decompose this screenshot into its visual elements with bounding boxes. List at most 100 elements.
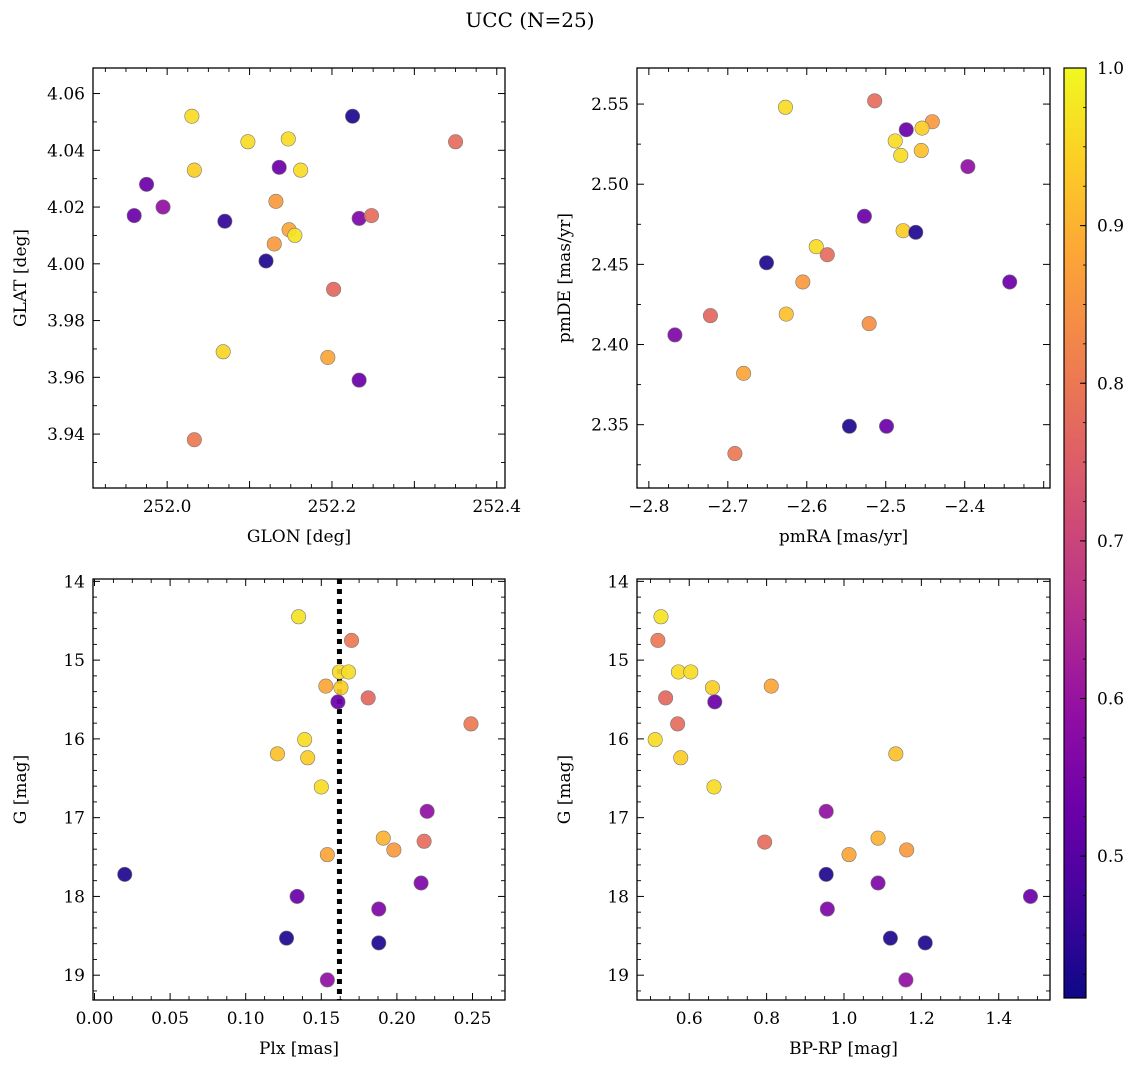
data-point: [215, 344, 231, 360]
y-tick-label: 14: [63, 572, 85, 592]
data-point: [673, 750, 689, 766]
x-axis-label: GLON [deg]: [247, 527, 351, 547]
y-tick-label: 3.94: [47, 425, 85, 445]
data-point: [841, 847, 857, 863]
colorbar-tick-label: 0.5: [1097, 847, 1124, 867]
y-tick-label: 15: [607, 651, 629, 671]
data-point: [463, 716, 479, 732]
data-point: [371, 901, 387, 917]
y-tick-label: 4.00: [47, 255, 85, 275]
x-tick-label: 0.15: [302, 1009, 340, 1029]
panel-bprp-g: 0.6 0.8 1.0 1.2 1.4 14 15 16 17 18 19 BP-RP [mag] G …: [555, 572, 1051, 1059]
x-tick-label: 0.05: [151, 1009, 189, 1029]
data-point: [778, 306, 794, 322]
colorbar-tick-label: 0.9: [1097, 217, 1124, 237]
data-point: [186, 162, 202, 178]
data-point: [898, 972, 914, 988]
data-point: [917, 935, 933, 951]
data-point: [266, 236, 282, 252]
x-tick-label: 252.0: [143, 497, 192, 517]
data-point: [271, 159, 287, 175]
axes-frame: [636, 578, 1051, 1001]
data-point: [341, 664, 357, 680]
data-point: [706, 779, 722, 795]
data-point: [287, 227, 303, 243]
x-tick-label: 252.2: [308, 497, 357, 517]
panel-pmra-pmde: −2.8 −2.7 −2.6 −2.5 −2.4 2.35 2.40 2.45 2.50 2.55…: [555, 67, 1051, 547]
data-point: [727, 446, 743, 462]
data-point: [280, 131, 296, 147]
x-axis-label: Plx [mas]: [259, 1039, 339, 1059]
data-point: [887, 133, 903, 149]
y-tick-label: 4.06: [47, 85, 85, 105]
y-tick-label: 14: [607, 572, 629, 592]
data-point: [297, 732, 313, 748]
y-tick-label: 17: [63, 809, 85, 829]
data-point: [345, 108, 361, 124]
data-point: [279, 930, 295, 946]
data-point: [795, 274, 811, 290]
data-point: [289, 888, 305, 904]
data-point: [763, 678, 779, 694]
data-point: [268, 193, 284, 209]
y-axis-label: G [mag]: [11, 755, 31, 824]
data-point: [653, 609, 669, 625]
data-point: [313, 779, 329, 795]
axes-frame: [92, 578, 506, 1001]
data-point: [707, 694, 723, 710]
data-point: [736, 365, 752, 381]
data-point: [683, 664, 699, 680]
data-point: [330, 694, 346, 710]
y-tick-label: 16: [607, 730, 629, 750]
data-point: [293, 162, 309, 178]
colorbar-gradient: [1063, 67, 1087, 999]
y-axis-label: pmDE [mas/yr]: [555, 213, 575, 343]
data-point: [413, 875, 429, 891]
x-tick-label: 252.4: [472, 497, 521, 517]
data-point: [375, 830, 391, 846]
data-point: [117, 866, 133, 882]
y-tick-label: 16: [63, 730, 85, 750]
x-axis-label: BP-RP [mag]: [789, 1039, 898, 1059]
data-point: [888, 746, 904, 762]
data-point: [1022, 888, 1038, 904]
data-point: [704, 680, 720, 696]
colorbar: 0.5 0.6 0.7 0.8 0.9 1.0: [1063, 59, 1124, 999]
data-point: [155, 199, 171, 215]
data-point: [419, 803, 435, 819]
data-point: [757, 834, 773, 850]
data-point: [893, 147, 909, 163]
y-tick-label: 2.45: [591, 255, 629, 275]
data-point: [300, 750, 316, 766]
y-tick-label: 19: [607, 966, 629, 986]
data-point: [217, 213, 233, 229]
data-point: [319, 847, 335, 863]
x-tick-label: 0.10: [227, 1009, 265, 1029]
y-tick-label: 3.96: [47, 368, 85, 388]
y-tick-label: 2.50: [591, 175, 629, 195]
data-point: [913, 143, 929, 159]
colorbar-tick-label: 0.6: [1097, 690, 1124, 710]
data-point: [960, 159, 976, 175]
y-tick-label: 18: [63, 887, 85, 907]
data-point: [667, 327, 683, 343]
x-tick-label: 0.25: [454, 1009, 492, 1029]
data-point: [364, 208, 380, 224]
data-point: [870, 830, 886, 846]
x-tick-label: 0.8: [753, 1009, 780, 1029]
data-point: [448, 134, 464, 150]
colorbar-tick-label: 0.7: [1097, 532, 1124, 552]
data-point: [856, 208, 872, 224]
data-point: [647, 732, 663, 748]
data-point: [898, 122, 914, 138]
x-axis-label: pmRA [mas/yr]: [779, 527, 908, 547]
data-point: [326, 281, 342, 297]
data-point: [650, 632, 666, 648]
data-point: [351, 372, 367, 388]
x-tick-label: −2.6: [786, 497, 827, 517]
x-tick-label: 0.6: [676, 1009, 703, 1029]
x-tick-label: 1.4: [985, 1009, 1012, 1029]
data-point: [879, 418, 895, 434]
panel-plx-g: 0.00 0.05 0.10 0.15 0.20 0.25 14 15 16 17 18 19 Plx …: [11, 572, 506, 1059]
y-tick-label: 3.98: [47, 312, 85, 332]
